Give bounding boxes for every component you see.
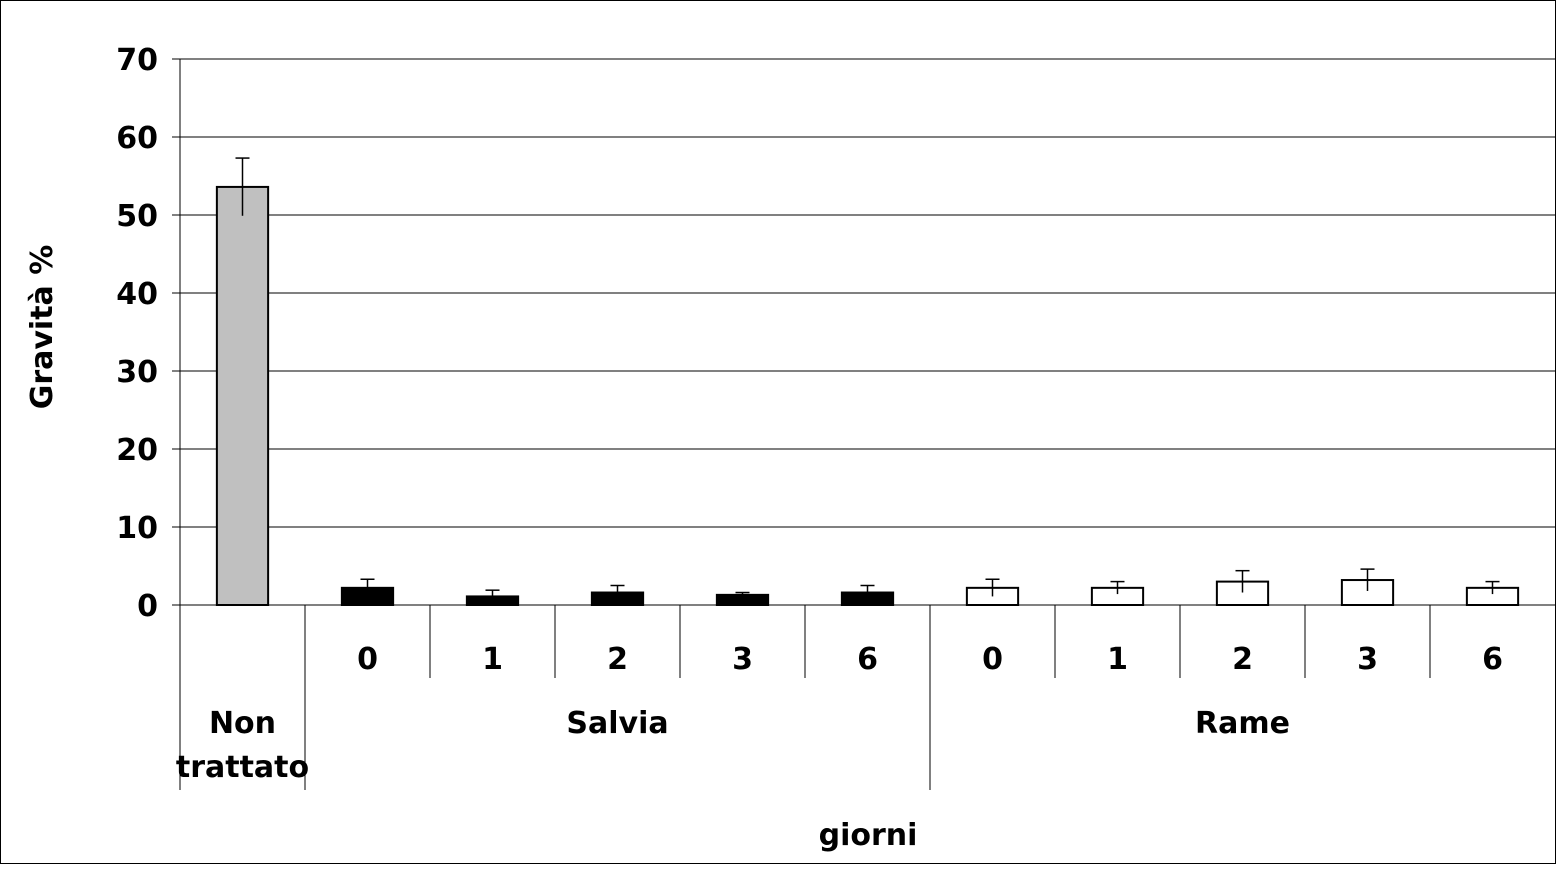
y-tick-label: 0 xyxy=(137,589,158,624)
x-tick-label: 6 xyxy=(1482,642,1503,677)
axis-labels: 0 10 20 30 40 50 60 70 Non trattato 0 1 2 3 6 Salvia 0 1 2… xyxy=(116,43,1503,785)
x-tick-label: 2 xyxy=(607,642,628,677)
bars xyxy=(215,157,1520,607)
y-tick-label: 40 xyxy=(116,277,158,312)
gridlines xyxy=(180,58,1555,528)
y-tick-label: 20 xyxy=(116,433,158,468)
group-label: Rame xyxy=(1195,706,1290,741)
x-tick-label: 1 xyxy=(482,642,503,677)
group-label: Salvia xyxy=(566,706,668,741)
x-tick-label: 2 xyxy=(1232,642,1253,677)
bar xyxy=(215,185,270,606)
x-axis-title: giorni xyxy=(819,818,918,853)
y-tick-label: 50 xyxy=(116,199,158,234)
axes xyxy=(172,58,1555,790)
y-tick-label: 10 xyxy=(116,511,158,546)
x-tick-label: 0 xyxy=(357,642,378,677)
x-tick-label: 0 xyxy=(982,642,1003,677)
x-tick-label: 6 xyxy=(857,642,878,677)
x-tick-label: 3 xyxy=(732,642,753,677)
x-tick-label: 1 xyxy=(1107,642,1128,677)
x-tick-label: 3 xyxy=(1357,642,1378,677)
y-axis-title: Gravità % xyxy=(25,245,60,410)
group-label: trattato xyxy=(176,750,309,785)
y-tick-label: 30 xyxy=(116,355,158,390)
group-label: Non xyxy=(209,706,276,741)
y-tick-label: 60 xyxy=(116,121,158,156)
y-tick-label: 70 xyxy=(116,43,158,78)
